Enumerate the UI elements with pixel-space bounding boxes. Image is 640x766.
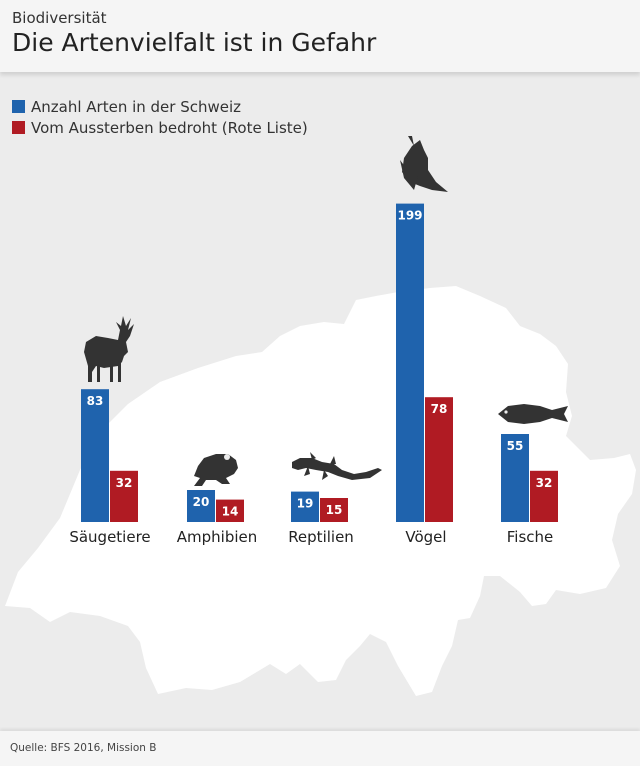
- legend-item: Anzahl Arten in der Schweiz: [12, 96, 308, 117]
- bar-value-label: 83: [87, 394, 104, 408]
- category-label: Vögel: [405, 528, 446, 546]
- bar-total: [291, 491, 319, 522]
- category-labels: Säugetiere Amphibien Reptilien Vögel Fis…: [69, 528, 553, 546]
- eagle-icon: [400, 136, 448, 192]
- switzerland-map: [5, 286, 636, 696]
- legend-item: Vom Aussterben bedroht (Rote Liste): [12, 117, 308, 138]
- legend-swatch-endangered: [12, 121, 25, 134]
- category-label: Reptilien: [288, 528, 354, 546]
- bars-layer: 83 20 19 199 55 32 14 15 78 32: [81, 203, 558, 522]
- bar-endangered: [320, 498, 348, 522]
- deer-icon: [84, 316, 134, 382]
- bar-total: [81, 389, 109, 522]
- category-label: Säugetiere: [69, 528, 150, 546]
- lizard-icon: [292, 452, 382, 480]
- frog-icon: [194, 454, 238, 486]
- legend-label: Vom Aussterben bedroht (Rote Liste): [31, 118, 308, 137]
- header: Biodiversität Die Artenvielfalt ist in G…: [0, 0, 640, 72]
- source-note: Quelle: BFS 2016, Mission B: [10, 742, 157, 754]
- bar-endangered: [110, 470, 138, 522]
- bar-value-label: 32: [536, 476, 553, 490]
- bar-total: [501, 434, 529, 522]
- bar-total: [187, 490, 215, 522]
- fish-icon: [498, 404, 568, 424]
- bar-endangered: [216, 499, 244, 522]
- bar-value-label: 32: [116, 476, 133, 490]
- bar-endangered: [425, 397, 453, 522]
- bar-endangered: [530, 470, 558, 522]
- footer: [0, 731, 640, 766]
- bar-value-label: 199: [397, 209, 422, 223]
- legend: Anzahl Arten in der Schweiz Vom Aussterb…: [12, 96, 308, 138]
- bar-value-label: 20: [193, 495, 210, 509]
- legend-swatch-total: [12, 100, 25, 113]
- bar-value-label: 19: [297, 497, 314, 511]
- legend-label: Anzahl Arten in der Schweiz: [31, 97, 242, 116]
- bar-value-label: 15: [326, 503, 343, 517]
- category-label: Fische: [507, 528, 554, 546]
- page-title: Die Artenvielfalt ist in Gefahr: [12, 28, 377, 57]
- category-label: Amphibien: [177, 528, 258, 546]
- bar-value-label: 78: [431, 402, 448, 416]
- bar-total: [396, 203, 424, 522]
- bar-value-label: 55: [507, 439, 524, 453]
- kicker: Biodiversität: [12, 9, 107, 27]
- bar-value-label: 14: [222, 505, 239, 519]
